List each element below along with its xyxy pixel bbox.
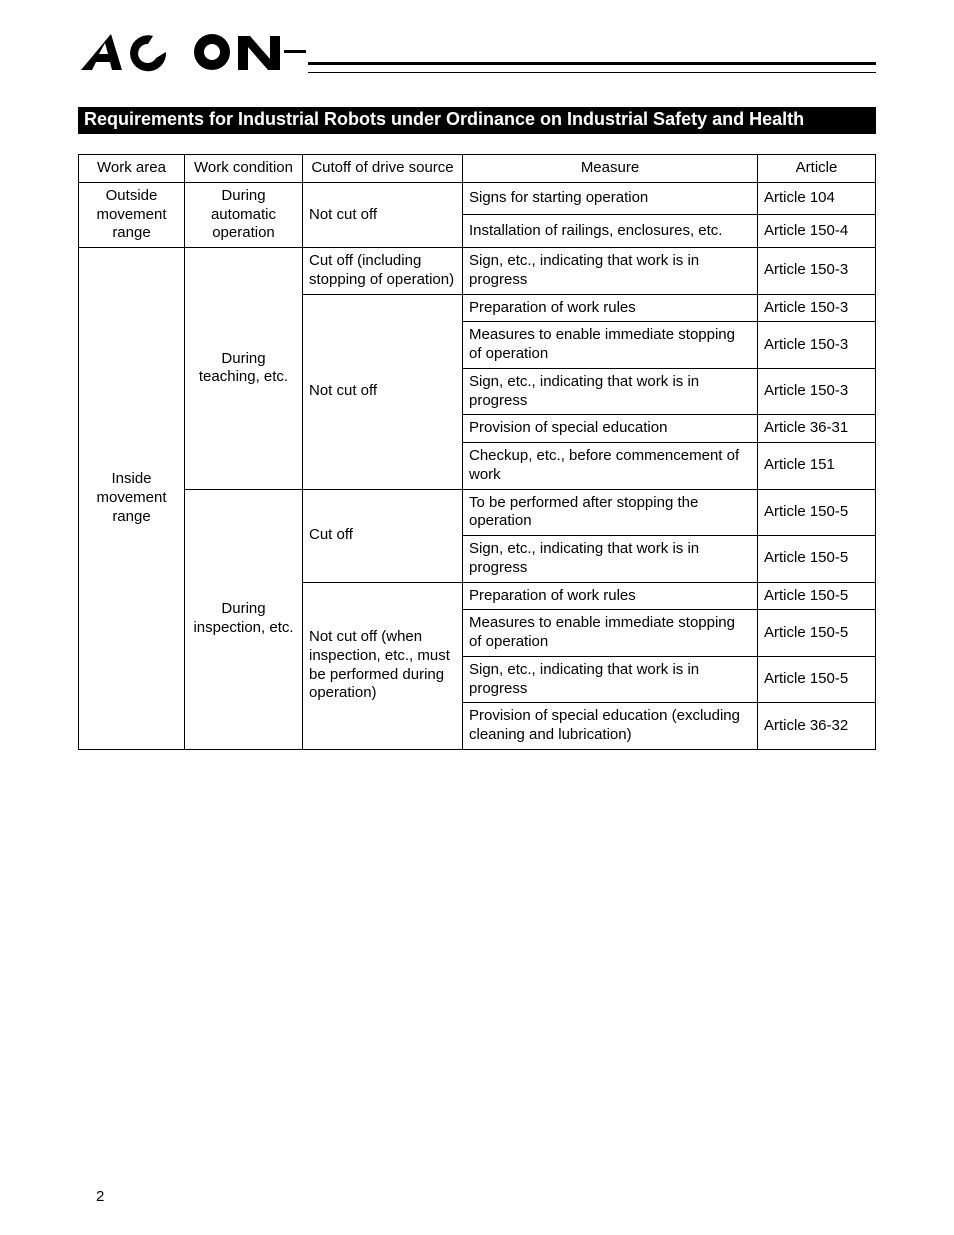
cell-measure: Signs for starting operation	[463, 182, 758, 215]
cell-measure: Installation of railings, enclosures, et…	[463, 215, 758, 248]
col-header-work-area: Work area	[79, 155, 185, 183]
col-header-work-condition: Work condition	[185, 155, 303, 183]
cell-measure: Sign, etc., indicating that work is in p…	[463, 536, 758, 583]
cell-article: Article 150-5	[758, 536, 876, 583]
col-header-cutoff: Cutoff of drive source	[303, 155, 463, 183]
cell-work-area: Inside movement range	[79, 248, 185, 750]
cell-article: Article 151	[758, 443, 876, 490]
cell-article: Article 150-3	[758, 322, 876, 369]
cell-work-condition: During inspection, etc.	[185, 489, 303, 749]
cell-work-condition: During automatic operation	[185, 182, 303, 247]
col-header-article: Article	[758, 155, 876, 183]
cell-cutoff: Not cut off	[303, 294, 463, 489]
cell-article: Article 150-5	[758, 489, 876, 536]
cell-cutoff: Not cut off (when inspection, etc., must…	[303, 582, 463, 749]
cell-measure: Provision of special education (excludin…	[463, 703, 758, 750]
table-row: During inspection, etc. Cut off To be pe…	[79, 489, 876, 536]
page: Requirements for Industrial Robots under…	[0, 0, 954, 1235]
cell-article: Article 150-3	[758, 294, 876, 322]
cell-measure: Measures to enable immediate stopping of…	[463, 610, 758, 657]
cell-work-area: Outside movement range	[79, 182, 185, 247]
cell-article: Article 150-5	[758, 610, 876, 657]
brand-logo	[78, 30, 308, 79]
table-header: Work area Work condition Cutoff of drive…	[79, 155, 876, 183]
cell-article: Article 150-5	[758, 656, 876, 703]
cell-measure: Preparation of work rules	[463, 582, 758, 610]
table-row: Outside movement range During automatic …	[79, 182, 876, 215]
cell-measure: Sign, etc., indicating that work is in p…	[463, 248, 758, 295]
cell-cutoff: Not cut off	[303, 182, 463, 247]
cell-article: Article 36-31	[758, 415, 876, 443]
cell-measure: Sign, etc., indicating that work is in p…	[463, 656, 758, 703]
cell-measure: Measures to enable immediate stopping of…	[463, 322, 758, 369]
cell-measure: Checkup, etc., before commencement of wo…	[463, 443, 758, 490]
cell-article: Article 104	[758, 182, 876, 215]
cell-measure: Preparation of work rules	[463, 294, 758, 322]
cell-article: Article 36-32	[758, 703, 876, 750]
table-row: Inside movement range During teaching, e…	[79, 248, 876, 295]
col-header-measure: Measure	[463, 155, 758, 183]
cell-cutoff: Cut off (including stopping of operation…	[303, 248, 463, 295]
cell-article: Article 150-3	[758, 368, 876, 415]
acon-logo-icon	[78, 30, 308, 74]
section-title: Requirements for Industrial Robots under…	[78, 107, 876, 134]
cell-article: Article 150-3	[758, 248, 876, 295]
header	[78, 30, 876, 79]
cell-article: Article 150-4	[758, 215, 876, 248]
cell-measure: To be performed after stopping the opera…	[463, 489, 758, 536]
cell-measure: Provision of special education	[463, 415, 758, 443]
cell-cutoff: Cut off	[303, 489, 463, 582]
cell-work-condition: During teaching, etc.	[185, 248, 303, 490]
cell-measure: Sign, etc., indicating that work is in p…	[463, 368, 758, 415]
cell-article: Article 150-5	[758, 582, 876, 610]
page-number: 2	[96, 1188, 104, 1205]
requirements-table: Work area Work condition Cutoff of drive…	[78, 154, 876, 750]
header-rule	[308, 43, 876, 79]
